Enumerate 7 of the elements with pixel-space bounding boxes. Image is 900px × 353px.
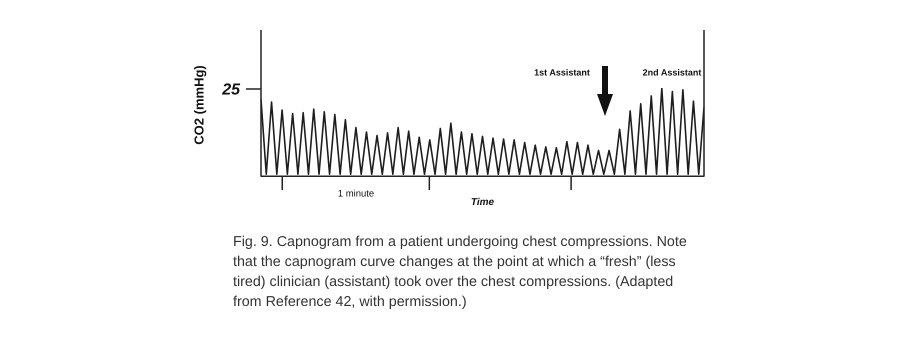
text: 1 minute (338, 188, 374, 200)
text: 1st Assistant (534, 67, 590, 78)
text: 2nd Assistant (642, 67, 702, 78)
text: 25 (221, 81, 242, 98)
y-axis-title: CO2 (mmHg) (192, 65, 207, 145)
caption: Fig. 9. Capnogram from a patient undergoing chest compressions. Note that the capnogram curve changes at the point at which a “fresh” (less tired) clinician (assistant) took over the chest compressions. (Adapted from Reference 42, with permission.) (233, 233, 688, 312)
x-axis-title: Time (470, 196, 495, 208)
